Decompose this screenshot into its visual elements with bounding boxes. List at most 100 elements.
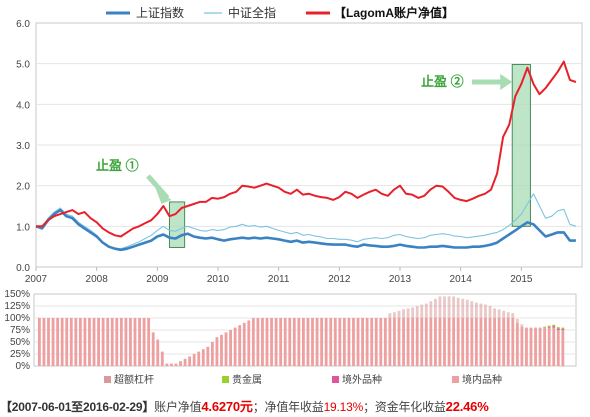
bar-segment-108 (529, 327, 533, 366)
line-chart-y-tick-label: 0.0 (16, 263, 30, 274)
bar-segment-15 (106, 318, 110, 366)
bar-segment-78 (393, 318, 396, 366)
bar-segment-89 (443, 318, 446, 366)
bar-segment-72 (365, 318, 369, 366)
bar-chart-y-tick-label: 125% (4, 301, 30, 312)
series-line-nav (36, 60, 577, 238)
bar-segment-91 (452, 296, 456, 318)
bar-segment-85 (424, 303, 428, 318)
bar-segment-23 (142, 318, 146, 366)
bar-segment-12 (92, 318, 96, 366)
bar-segment-113 (552, 324, 556, 327)
bar-segment-94 (465, 318, 469, 366)
bar-segment-69 (352, 318, 355, 366)
bar-segment-83 (415, 318, 419, 366)
bar-chart-y-tick-label: 75% (10, 325, 30, 336)
take-profit-boxes (168, 63, 531, 248)
bar-segment-48 (256, 318, 260, 366)
bar-segment-53 (279, 318, 283, 366)
bar-segment-83 (415, 306, 419, 318)
bar-legend-label-3: 境内品种 (462, 373, 502, 386)
bar-segment-28 (165, 363, 169, 366)
line-chart-x-tick-label: 2013 (389, 274, 412, 285)
bar-segment-100 (493, 318, 496, 366)
bar-segment-45 (242, 322, 246, 366)
line-chart-series (35, 60, 577, 252)
series-line-sh-index (35, 208, 576, 252)
line-chart-y-tick-label: 2.0 (16, 182, 30, 193)
bar-chart-y-tick-label: 150% (4, 289, 30, 300)
bar-segment-106 (520, 324, 524, 327)
bar-segment-7 (69, 318, 73, 366)
line-chart-x-tick-label: 2007 (25, 274, 48, 285)
bar-segment-86 (429, 301, 433, 318)
bar-segment-80 (402, 309, 405, 318)
bar-segment-14 (101, 318, 105, 366)
bar-segment-112 (547, 325, 551, 327)
bar-segment-92 (456, 318, 460, 366)
line-chart-gridlines (36, 63, 582, 227)
bar-chart-y-tick-label: 25% (10, 349, 30, 360)
bar-segment-96 (474, 302, 478, 318)
bar-segment-37 (206, 346, 210, 366)
bar-segment-89 (443, 296, 446, 318)
bar-chart-y-tick-label: 100% (4, 313, 30, 324)
bar-segment-79 (397, 318, 401, 366)
line-chart-y-tick-labels: 0.0 1.0 2.0 3.0 4.0 5.0 6.0 (16, 19, 30, 274)
bar-segment-62 (320, 318, 324, 366)
bar-segment-19 (124, 318, 128, 366)
bar-segment-90 (447, 296, 451, 318)
bar-segment-25 (151, 332, 155, 366)
line-chart-x-tick-label: 2011 (268, 274, 290, 285)
bar-segment-93 (461, 318, 465, 366)
bar-segment-42 (229, 330, 232, 366)
bar-segment-93 (461, 298, 465, 318)
legend-label-zz-index: 中证全指 (228, 5, 276, 20)
bar-segment-59 (306, 318, 310, 366)
bar-segment-67 (342, 318, 346, 366)
bar-segment-52 (274, 318, 278, 366)
bar-segment-102 (502, 318, 506, 366)
line-chart-y-tick-label: 6.0 (16, 19, 30, 30)
bar-segment-26 (156, 339, 160, 366)
bar-segment-105 (515, 318, 519, 323)
bar-segment-5 (60, 318, 64, 366)
line-chart-x-tick-label: 2008 (86, 274, 109, 285)
bar-legend-swatch-1 (222, 376, 229, 383)
bar-segment-4 (56, 318, 60, 366)
bar-segment-40 (220, 334, 223, 366)
bar-segment-99 (488, 318, 492, 366)
bar-segment-74 (374, 318, 378, 366)
bar-segment-58 (302, 318, 305, 366)
line-chart-legend: 上证指数 中证全指 【LagomA账户净值】 (106, 5, 454, 20)
summary-nav-value: 4.6270元 (201, 399, 253, 414)
bar-segment-70 (356, 318, 360, 366)
line-chart-x-tick-label: 2009 (146, 274, 169, 285)
take-profit-arrow-2 (500, 73, 513, 90)
take-profit-arrow-shaft-1 (146, 174, 170, 200)
bar-segment-113 (552, 327, 556, 366)
bar-chart: 0%25%50%75%100%125%150% 超额杠杆 贵金属 境外品种 境内品种 (4, 289, 577, 386)
bar-segment-80 (402, 318, 405, 366)
take-profit-annotations: 止盈 ① 止盈 ② (96, 73, 513, 204)
bar-segment-110 (538, 327, 542, 366)
bar-segment-33 (188, 356, 192, 366)
bar-segment-82 (411, 318, 415, 366)
bar-segment-114 (556, 330, 560, 366)
bar-segment-102 (502, 310, 506, 318)
bar-segment-88 (438, 296, 442, 318)
bar-segment-81 (406, 318, 410, 366)
take-profit-label-2: 止盈 ② (421, 74, 464, 89)
bar-segment-29 (170, 363, 173, 366)
bar-segment-95 (470, 301, 474, 318)
bar-segment-65 (333, 318, 337, 366)
line-chart-x-tick-label: 2012 (328, 274, 351, 285)
line-chart: 0.01.02.03.04.05.06.0 2007 2008 2009 2010 20… (16, 19, 583, 285)
bar-chart-bars (38, 296, 565, 366)
bar-legend-label-1: 贵金属 (232, 373, 262, 386)
bar-segment-43 (233, 327, 237, 366)
line-chart-y-tick-label: 1.0 (16, 222, 30, 233)
bar-legend-swatch-2 (332, 376, 339, 383)
bar-segment-2 (47, 318, 50, 366)
